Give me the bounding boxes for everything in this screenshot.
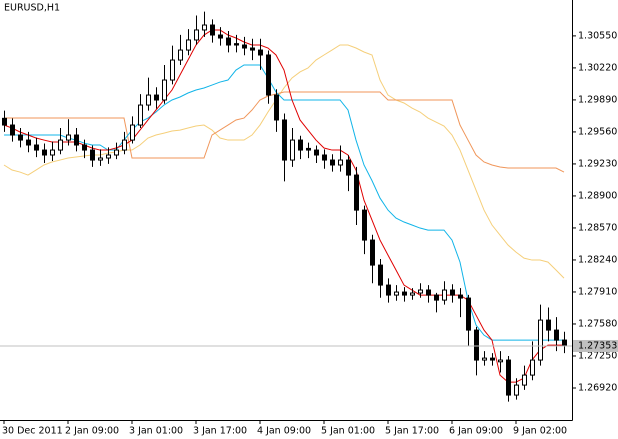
candle-body: [114, 149, 119, 156]
candle-body: [418, 289, 423, 294]
candle-body: [402, 291, 407, 296]
candle-body: [162, 79, 167, 101]
chart-title: EURUSD,H1: [4, 3, 60, 14]
candle-body: [346, 159, 351, 176]
x-tick-label: 4 Jan 09:00: [257, 426, 311, 437]
candle-body: [306, 147, 311, 151]
candle-body: [546, 319, 551, 331]
candle-body: [386, 284, 391, 296]
candle-body: [234, 43, 239, 46]
x-tick-label: 5 Jan 01:00: [321, 426, 375, 437]
candle-body: [378, 264, 383, 286]
candle-body: [154, 94, 159, 101]
candle-body: [298, 139, 303, 151]
candle-body: [178, 49, 183, 61]
candle-body: [362, 209, 367, 241]
candle-body: [218, 34, 223, 39]
candle-body: [34, 144, 39, 151]
candle-body: [330, 159, 335, 166]
y-tick-label: 1.30550: [578, 30, 617, 41]
candle-body: [194, 29, 199, 41]
candle-body: [370, 239, 375, 266]
candle-body: [274, 94, 279, 121]
candle-body: [562, 339, 567, 346]
candle-body: [338, 159, 343, 166]
candle-body: [314, 149, 319, 156]
candle-body: [106, 154, 111, 159]
candle-body: [482, 357, 487, 361]
candle-body: [554, 329, 559, 341]
y-tick-label: 1.29890: [578, 94, 617, 105]
candle-body: [290, 139, 295, 161]
candle-body: [138, 104, 143, 126]
candle-body: [322, 154, 327, 161]
x-tick-label: 6 Jan 09:00: [449, 426, 503, 437]
candle-body: [538, 319, 543, 361]
y-tick-label: 1.28900: [578, 190, 617, 201]
candle-body: [450, 289, 455, 296]
y-tick-label: 1.27580: [578, 318, 617, 329]
candle-body: [474, 329, 479, 361]
x-tick-label: 30 Dec 2011: [2, 426, 63, 437]
x-tick-label: 2 Jan 09:00: [65, 426, 119, 437]
x-tick-label: 3 Jan 17:00: [193, 426, 247, 437]
candle-body: [506, 359, 511, 396]
candle-body: [186, 39, 191, 51]
candle-body: [74, 134, 79, 146]
candle-body: [266, 54, 271, 96]
candle-body: [82, 144, 87, 151]
candle-body: [394, 291, 399, 296]
candle-body: [466, 297, 471, 331]
last-price-box: [573, 339, 618, 352]
candle-body: [426, 289, 431, 296]
y-tick-label: 1.27250: [578, 350, 617, 361]
x-tick-label: 5 Jan 17:00: [385, 426, 439, 437]
candle-body: [530, 359, 535, 376]
candle-body: [42, 149, 47, 156]
y-tick-label: 1.30220: [578, 62, 617, 73]
candle-body: [498, 359, 503, 363]
candle-body: [90, 149, 95, 161]
candle-body: [442, 289, 447, 301]
candle-body: [50, 149, 55, 156]
candle-body: [250, 47, 255, 51]
candle-body: [282, 119, 287, 161]
y-tick-label: 1.29560: [578, 126, 617, 137]
candle-body: [522, 374, 527, 386]
y-tick-label: 1.28570: [578, 222, 617, 233]
candle-body: [18, 134, 23, 141]
candle-body: [26, 139, 31, 146]
x-tick-label: 9 Jan 02:00: [513, 426, 567, 437]
candle-body: [2, 117, 7, 126]
candle-body: [10, 124, 15, 136]
candle-body: [242, 44, 247, 49]
candle-body: [458, 294, 463, 299]
candle-body: [146, 94, 151, 106]
candle-body: [58, 139, 63, 151]
candle-body: [66, 134, 71, 141]
candle-body: [354, 174, 359, 211]
candle-body: [130, 124, 135, 141]
y-tick-label: 1.28240: [578, 254, 617, 265]
candle-body: [226, 37, 231, 46]
indicator-line: [4, 91, 565, 173]
candle-body: [258, 49, 263, 56]
y-tick-label: 1.29230: [578, 158, 617, 169]
candle-body: [210, 24, 215, 36]
candle-body: [410, 292, 415, 296]
candle-body: [170, 59, 175, 81]
candle-body: [98, 157, 103, 161]
candle-body: [434, 294, 439, 301]
y-tick-label: 1.27910: [578, 286, 617, 297]
candle-body: [122, 139, 127, 151]
last-price-label: 1.27353: [578, 340, 617, 351]
indicator-line: [3, 44, 565, 279]
y-tick-label: 1.26920: [578, 382, 617, 393]
candle-body: [514, 384, 519, 396]
candle-body: [202, 24, 207, 31]
x-tick-label: 3 Jan 01:00: [129, 426, 183, 437]
candle-body: [490, 357, 495, 361]
